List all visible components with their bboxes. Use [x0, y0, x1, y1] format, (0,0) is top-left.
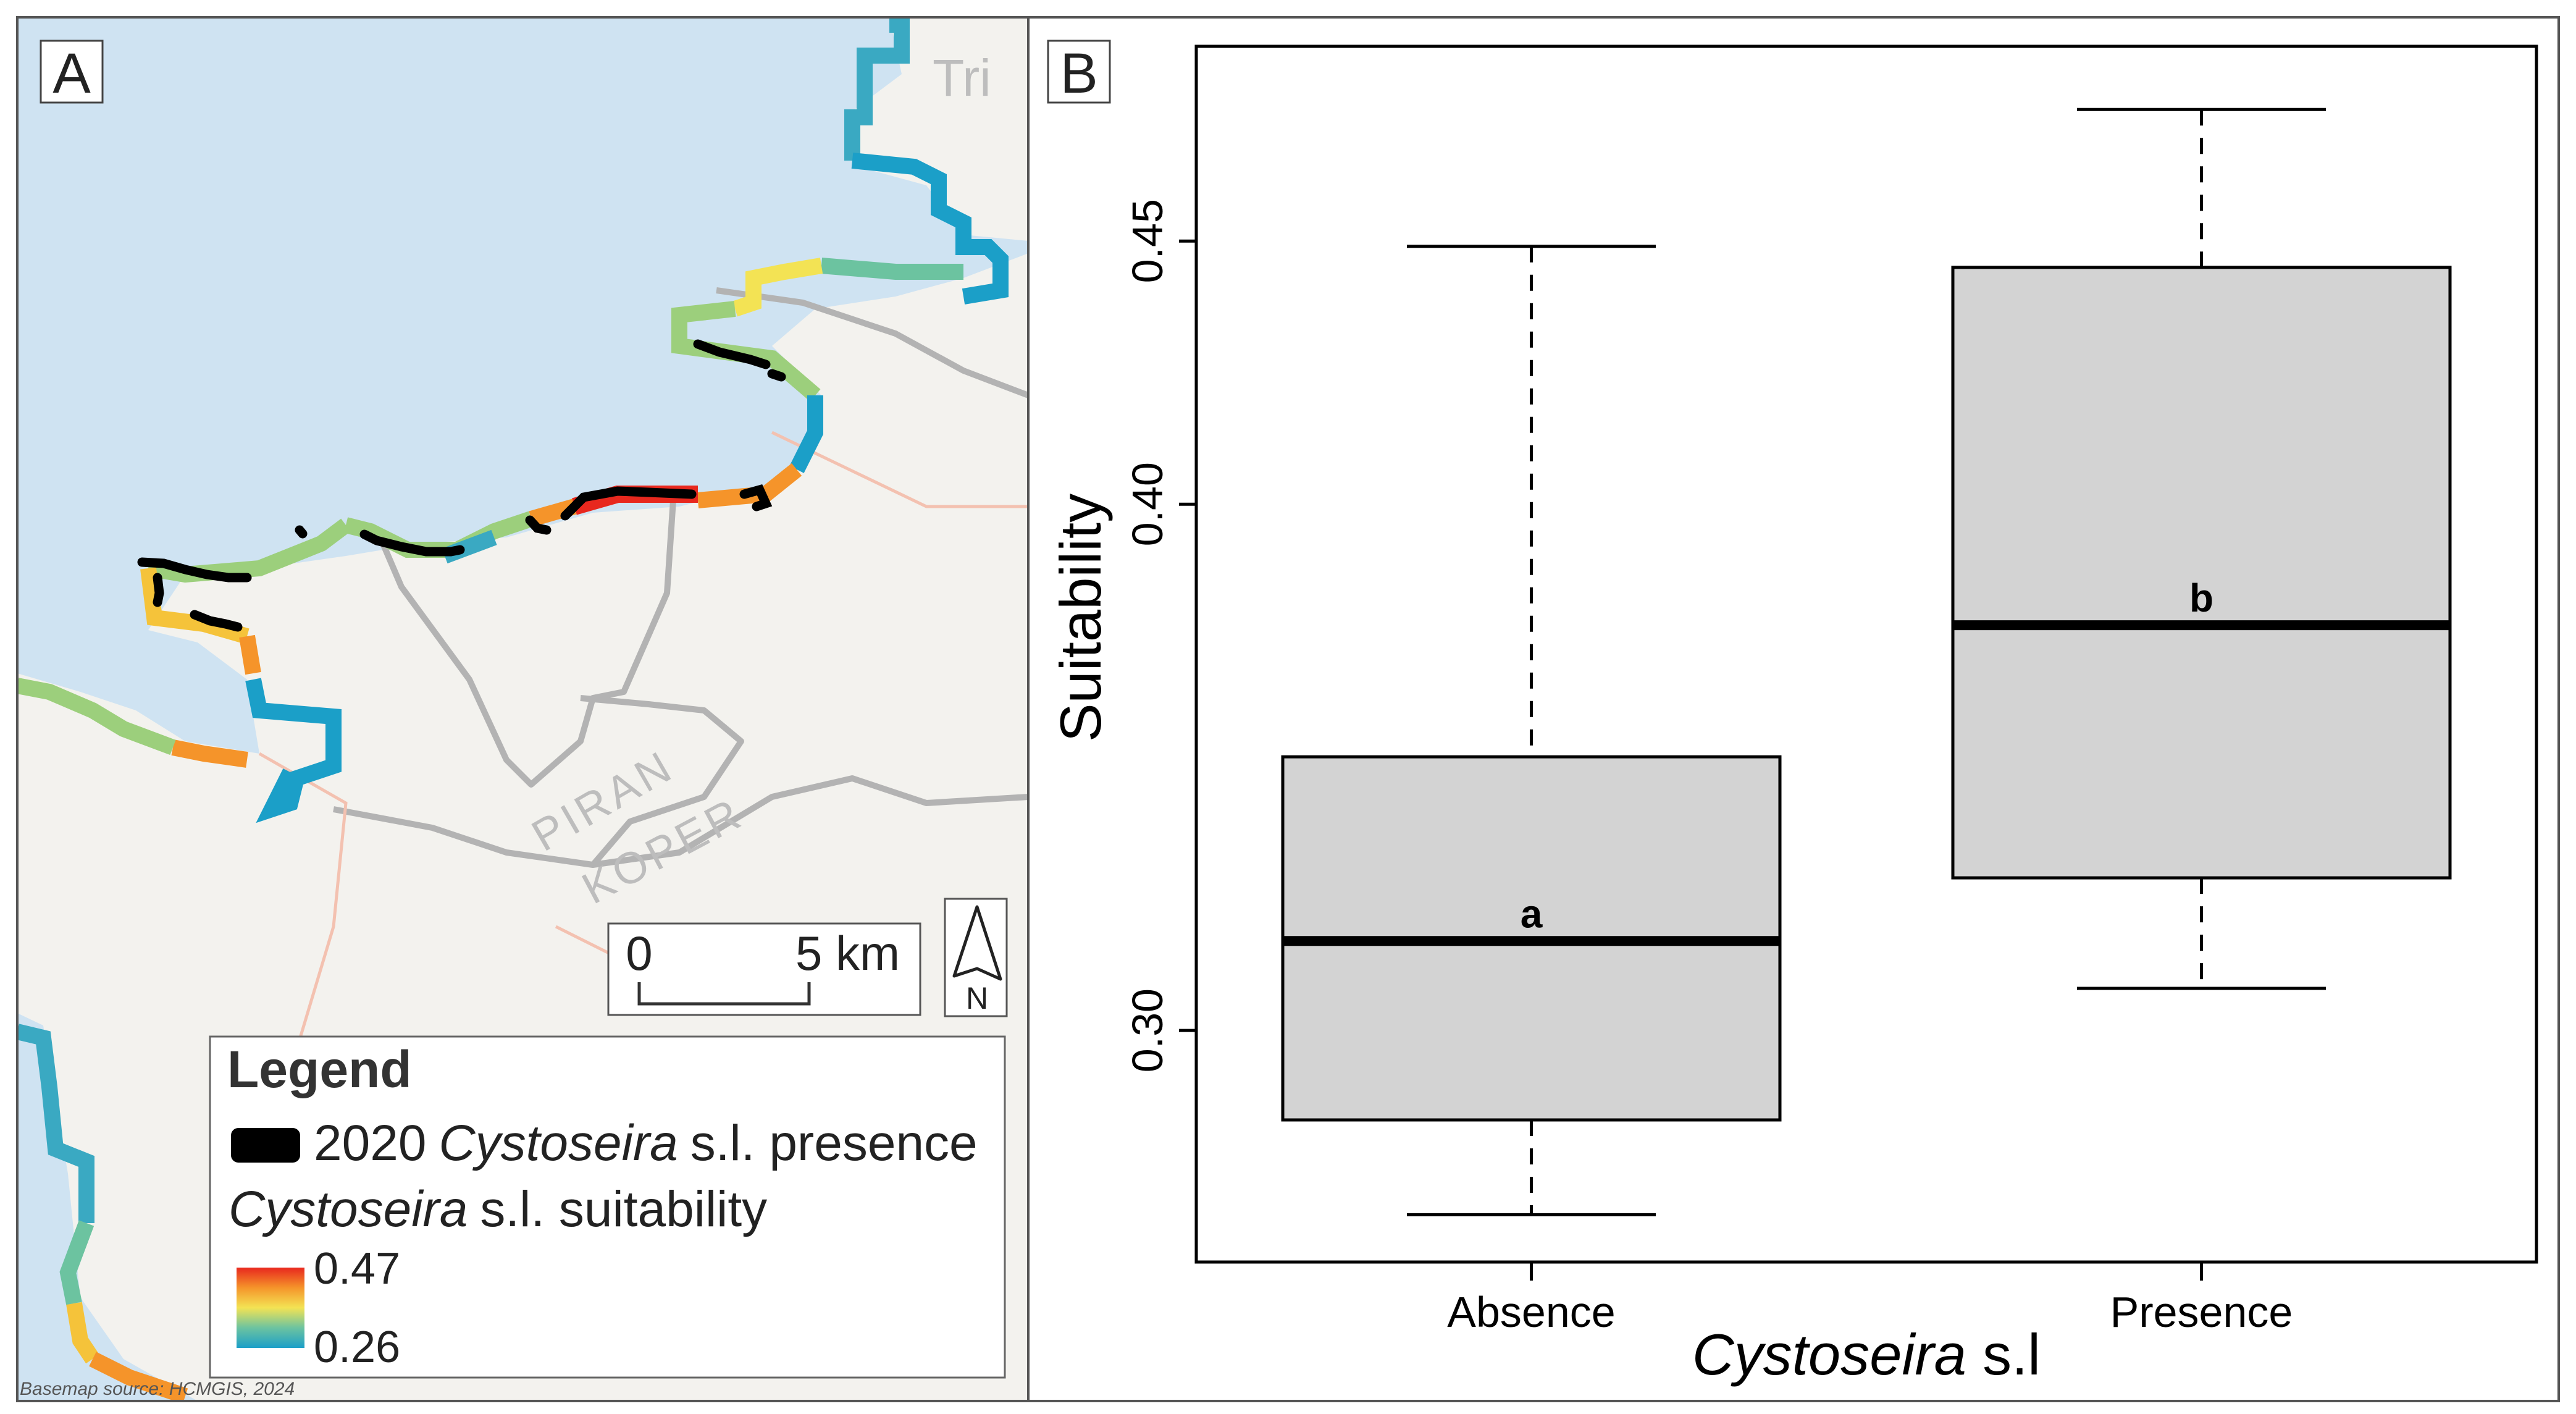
panel-b-boxplot: B 0.300.400.45 Absence Presence ab Suitab…: [1027, 16, 2560, 1402]
legend-presence-genus: Cystoseira: [438, 1115, 678, 1171]
presence-segments: [137, 339, 786, 632]
legend-suitability-rest: s.l. suitability: [480, 1181, 767, 1237]
place-label-tri: Tri: [933, 49, 991, 107]
y-axis-label: Suitability: [1048, 494, 1113, 742]
box-absence: a: [1281, 245, 1782, 1216]
x-axis-label: Cystoseira s.l: [1692, 1322, 2041, 1387]
legend-presence-label: 2020 Cystoseira s.l. presence: [314, 1115, 978, 1171]
north-arrow-icon: [952, 905, 1002, 981]
legend-box: [209, 1035, 1006, 1379]
x-tick-label-absence: Absence: [1447, 1288, 1615, 1336]
legend-title: Legend: [227, 1040, 412, 1098]
y-axis: 0.30 0.40 0.45: [1123, 199, 1196, 1072]
legend-suitability-min: 0.26: [314, 1323, 400, 1372]
legend-presence-swatch: [231, 1128, 300, 1163]
x-axis-label-genus: Cystoseira: [1692, 1322, 1966, 1387]
scale-bar-line: [637, 982, 811, 1006]
north-arrow-letter: N: [966, 981, 988, 1016]
legend-presence-rest: s.l. presence: [690, 1115, 978, 1171]
legend-gradient: [237, 1268, 304, 1348]
x-tick-label-presence: Presence: [2110, 1288, 2293, 1336]
legend-suitability-max: 0.47: [314, 1244, 400, 1294]
panel-b-label-box: [1047, 40, 1111, 104]
scale-bar-zero: 0: [626, 926, 652, 980]
y-tick-label-0.30: 0.30: [1123, 988, 1172, 1072]
x-axis-label-rest: s.l: [1966, 1322, 2041, 1387]
y-tick-label-0.40: 0.40: [1123, 462, 1172, 546]
scale-bar-five-km: 5 km: [795, 926, 900, 980]
boxes: ab: [1281, 107, 2452, 1216]
box-presence: b: [1951, 107, 2452, 990]
scale-bar-box: [607, 922, 921, 1016]
box-absence-group-letter: a: [1521, 891, 1543, 936]
y-tick-label-0.45: 0.45: [1123, 199, 1172, 283]
legend-presence-year: 2020: [314, 1115, 426, 1171]
x-axis: Absence Presence: [1447, 1262, 2293, 1336]
panel-a-map: Tri PIRAN KOPER A 0 5 km N Legend 2020 Cy…: [16, 16, 1030, 1402]
legend-suitability-genus: Cystoseira: [229, 1181, 468, 1237]
basemap-attribution: Basemap source: HCMGIS, 2024: [20, 1379, 295, 1399]
plot-area: [1194, 44, 2538, 1264]
roads: [333, 287, 1028, 868]
panel-a-label: A: [52, 42, 91, 105]
box-presence-iqr: [1951, 266, 2452, 880]
legend-suitability-label: Cystoseira s.l. suitability: [229, 1181, 767, 1237]
suitability-cells: [17, 17, 1009, 1401]
box-presence-group-letter: b: [2189, 576, 2213, 620]
panel-b-label: B: [1060, 42, 1097, 105]
north-arrow-box: [944, 898, 1008, 1017]
map-legend: Legend 2020 Cystoseira s.l. presence Cysto…: [209, 1035, 1006, 1379]
panel-a-label-box: [40, 40, 104, 104]
sea-south: [17, 1013, 198, 1401]
sea-area: [17, 17, 1028, 754]
